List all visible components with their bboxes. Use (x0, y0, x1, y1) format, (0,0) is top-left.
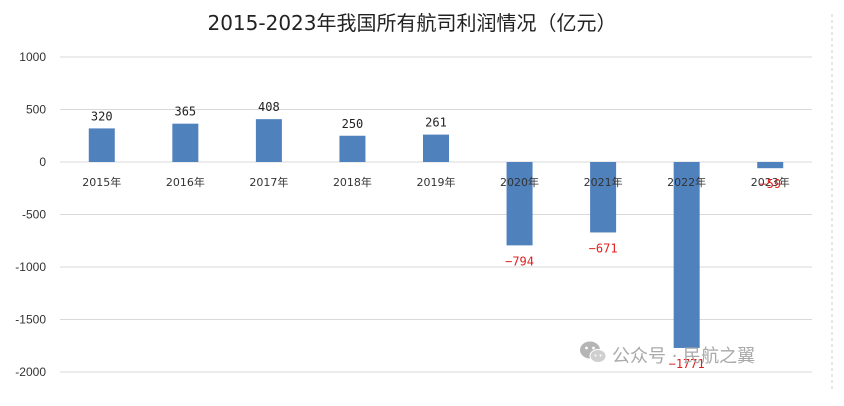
y-tick-label: 0 (39, 155, 46, 169)
x-tick-label: 2022年 (667, 175, 706, 189)
data-label: 320 (91, 109, 113, 123)
data-label: 250 (342, 117, 364, 131)
data-label: −794 (505, 254, 534, 268)
data-label: −59 (759, 177, 781, 191)
watermark-text: 公众号 · 民航之翼 (612, 346, 755, 367)
y-tick-label: -2000 (15, 365, 46, 379)
x-axis-tick-labels: 2015年 2016年 2017年 2018年 2019年 2020年 2021年 2022年… (82, 175, 789, 189)
bar (88, 128, 115, 162)
x-tick-label: 2016年 (166, 175, 205, 189)
x-tick-label: 2020年 (500, 175, 539, 189)
watermark: 公众号 · 民航之翼 (580, 341, 755, 367)
y-tick-label: -1500 (15, 313, 46, 327)
bar (757, 162, 784, 169)
bar (423, 134, 449, 162)
data-label: 408 (258, 100, 280, 114)
x-tick-label: 2015年 (82, 175, 121, 189)
bar (339, 135, 366, 162)
bar (172, 123, 199, 162)
data-label: 261 (425, 116, 447, 130)
y-tick-label: -500 (22, 208, 46, 222)
x-tick-label: 2018年 (333, 175, 372, 189)
y-tick-label: 500 (26, 103, 46, 117)
data-label: −1771 (669, 357, 705, 371)
bars (88, 119, 784, 348)
y-tick-label: 1000 (19, 50, 46, 64)
y-tick-label: -1000 (15, 260, 46, 274)
x-tick-label: 2017年 (249, 175, 288, 189)
y-axis-tick-labels: 1000 500 0 -500 -1000 -1500 -2000 (15, 50, 46, 379)
bar (255, 119, 282, 162)
data-label: 365 (174, 105, 196, 119)
bar (506, 162, 533, 246)
x-tick-label: 2023年 (751, 175, 790, 189)
bar (673, 162, 700, 348)
x-tick-label: 2021年 (584, 175, 623, 189)
x-tick-label: 2019年 (417, 175, 456, 189)
chart-title: 2015-2023年我国所有航司利润情况（亿元） (207, 11, 616, 35)
wechat-icon (580, 341, 607, 363)
data-label: −671 (589, 241, 618, 255)
data-labels: 320 365 408 250 261 −794 −671 −1771 −59 (91, 100, 781, 371)
bar (590, 162, 617, 233)
